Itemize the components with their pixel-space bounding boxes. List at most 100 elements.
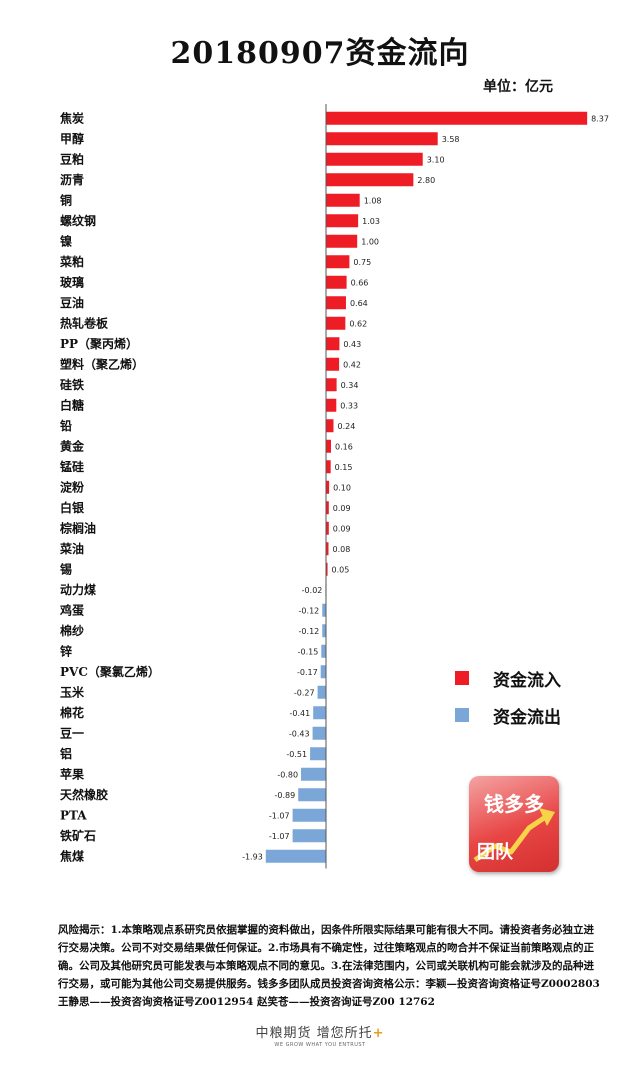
legend-inflow-label: 资金流入 bbox=[493, 671, 561, 691]
inflow-bar bbox=[326, 501, 329, 515]
value-label: -0.12 bbox=[299, 627, 320, 636]
logo-text-top: 钱多多 bbox=[484, 792, 544, 816]
value-label: -0.27 bbox=[294, 688, 315, 697]
category-label: 玉米 bbox=[60, 684, 85, 699]
category-label: 豆粕 bbox=[60, 151, 84, 166]
inflow-bar bbox=[326, 193, 360, 207]
value-label: 0.10 bbox=[333, 483, 351, 492]
value-label: 1.00 bbox=[361, 237, 379, 246]
value-label: -0.02 bbox=[302, 586, 323, 595]
category-label: 锰硅 bbox=[60, 459, 84, 474]
legend-outflow-label: 资金流出 bbox=[493, 708, 561, 728]
bar-chart: 焦炭 8.37 甲醇 3.58 豆粕 3.10 沥青 2.80 铜 1.08 螺纹钢 1.03 镍 1.0… bbox=[59, 104, 609, 869]
category-label: 焦煤 bbox=[59, 848, 84, 863]
outflow-bar bbox=[301, 767, 326, 781]
value-label: 1.03 bbox=[362, 217, 380, 226]
category-label: 玻璃 bbox=[60, 274, 84, 289]
category-label: 白糖 bbox=[60, 397, 84, 412]
outflow-bar bbox=[321, 644, 326, 658]
inflow-bar bbox=[326, 419, 334, 433]
category-label: 硅铁 bbox=[60, 377, 84, 392]
outflow-bar bbox=[320, 665, 326, 679]
inflow-bar bbox=[326, 562, 328, 576]
category-label: 菜粕 bbox=[59, 254, 84, 269]
legend-inflow-swatch bbox=[455, 671, 469, 685]
trend-arrow-icon bbox=[473, 808, 555, 863]
team-logo: 钱多多 团队 bbox=[469, 776, 559, 872]
inflow-bar bbox=[326, 357, 340, 371]
category-label: 锡 bbox=[60, 561, 72, 576]
outflow-bar bbox=[310, 747, 326, 761]
category-label: 塑料（聚乙烯） bbox=[60, 356, 144, 371]
page-title: 20180907资金流向 bbox=[170, 36, 470, 71]
value-label: 0.05 bbox=[332, 565, 350, 574]
value-label: -0.80 bbox=[277, 770, 298, 779]
value-label: 0.33 bbox=[340, 401, 358, 410]
value-label: -0.51 bbox=[286, 750, 307, 759]
inflow-bar bbox=[326, 378, 337, 392]
value-label: 0.42 bbox=[343, 360, 361, 369]
value-label: 2.80 bbox=[417, 176, 435, 185]
footer-plus: + bbox=[372, 1026, 385, 1041]
value-label: -0.15 bbox=[298, 647, 319, 656]
category-label: 棉花 bbox=[60, 705, 84, 720]
category-label: 动力煤 bbox=[60, 582, 96, 597]
footer-brand-text: 中粮期货 增您所托 bbox=[255, 1026, 373, 1041]
value-label: -0.41 bbox=[290, 709, 311, 718]
inflow-bar bbox=[326, 460, 331, 474]
inflow-bar bbox=[326, 234, 358, 248]
value-label: 0.15 bbox=[335, 463, 353, 472]
category-label: 镍 bbox=[60, 233, 72, 248]
category-label: 菜油 bbox=[59, 541, 84, 556]
footer: 中粮期货 增您所托+ WE GROW WHAT YOU ENTRUST bbox=[0, 1022, 640, 1048]
outflow-bar bbox=[298, 788, 326, 802]
footer-brand: 中粮期货 增您所托+ bbox=[0, 1022, 640, 1041]
footer-slogan: WE GROW WHAT YOU ENTRUST bbox=[274, 1042, 366, 1048]
value-label: 0.09 bbox=[333, 504, 351, 513]
value-label: -1.07 bbox=[269, 811, 290, 820]
value-label: 0.75 bbox=[353, 258, 371, 267]
outflow-bar bbox=[312, 726, 326, 740]
category-label: 沥青 bbox=[60, 172, 84, 187]
inflow-bar bbox=[326, 480, 330, 494]
category-label: 热轧卷板 bbox=[60, 315, 109, 330]
value-label: 0.08 bbox=[332, 545, 350, 554]
inflow-bar bbox=[326, 439, 331, 453]
value-label: 1.08 bbox=[364, 196, 382, 205]
inflow-bar bbox=[326, 275, 347, 289]
category-label: 铅 bbox=[59, 418, 72, 433]
category-label: 铜 bbox=[60, 192, 72, 207]
outflow-bar bbox=[317, 685, 326, 699]
logo-text-bottom: 团队 bbox=[477, 842, 513, 863]
value-label: 0.16 bbox=[335, 442, 353, 451]
unit-label: 单位：亿元 bbox=[483, 79, 553, 95]
inflow-bar bbox=[326, 152, 423, 166]
category-label: 淀粉 bbox=[60, 479, 84, 494]
value-label: 0.09 bbox=[333, 524, 351, 533]
outflow-bar bbox=[292, 808, 326, 822]
category-label: 螺纹钢 bbox=[60, 213, 96, 228]
category-label: 黄金 bbox=[60, 438, 85, 453]
inflow-bar bbox=[326, 337, 340, 351]
inflow-bar bbox=[326, 398, 337, 412]
value-label: 0.43 bbox=[343, 340, 361, 349]
category-label: 甲醇 bbox=[60, 131, 84, 146]
value-label: 0.24 bbox=[337, 422, 355, 431]
value-label: 0.66 bbox=[351, 278, 369, 287]
inflow-bar bbox=[326, 214, 359, 228]
category-label: 天然橡胶 bbox=[60, 787, 108, 802]
category-label: 焦炭 bbox=[59, 110, 84, 125]
inflow-bar bbox=[326, 132, 438, 146]
inflow-bar bbox=[326, 316, 346, 330]
outflow-bar bbox=[313, 706, 326, 720]
value-label: -1.07 bbox=[269, 832, 290, 841]
inflow-bar bbox=[326, 542, 329, 556]
category-label: 铝 bbox=[60, 746, 72, 761]
category-label: 苹果 bbox=[60, 766, 84, 781]
category-label: PTA bbox=[60, 808, 87, 822]
value-label: -0.17 bbox=[297, 668, 318, 677]
outflow-bar bbox=[322, 624, 326, 638]
inflow-bar bbox=[326, 111, 588, 125]
category-label: 棉纱 bbox=[60, 623, 84, 638]
value-label: -0.43 bbox=[289, 729, 310, 738]
